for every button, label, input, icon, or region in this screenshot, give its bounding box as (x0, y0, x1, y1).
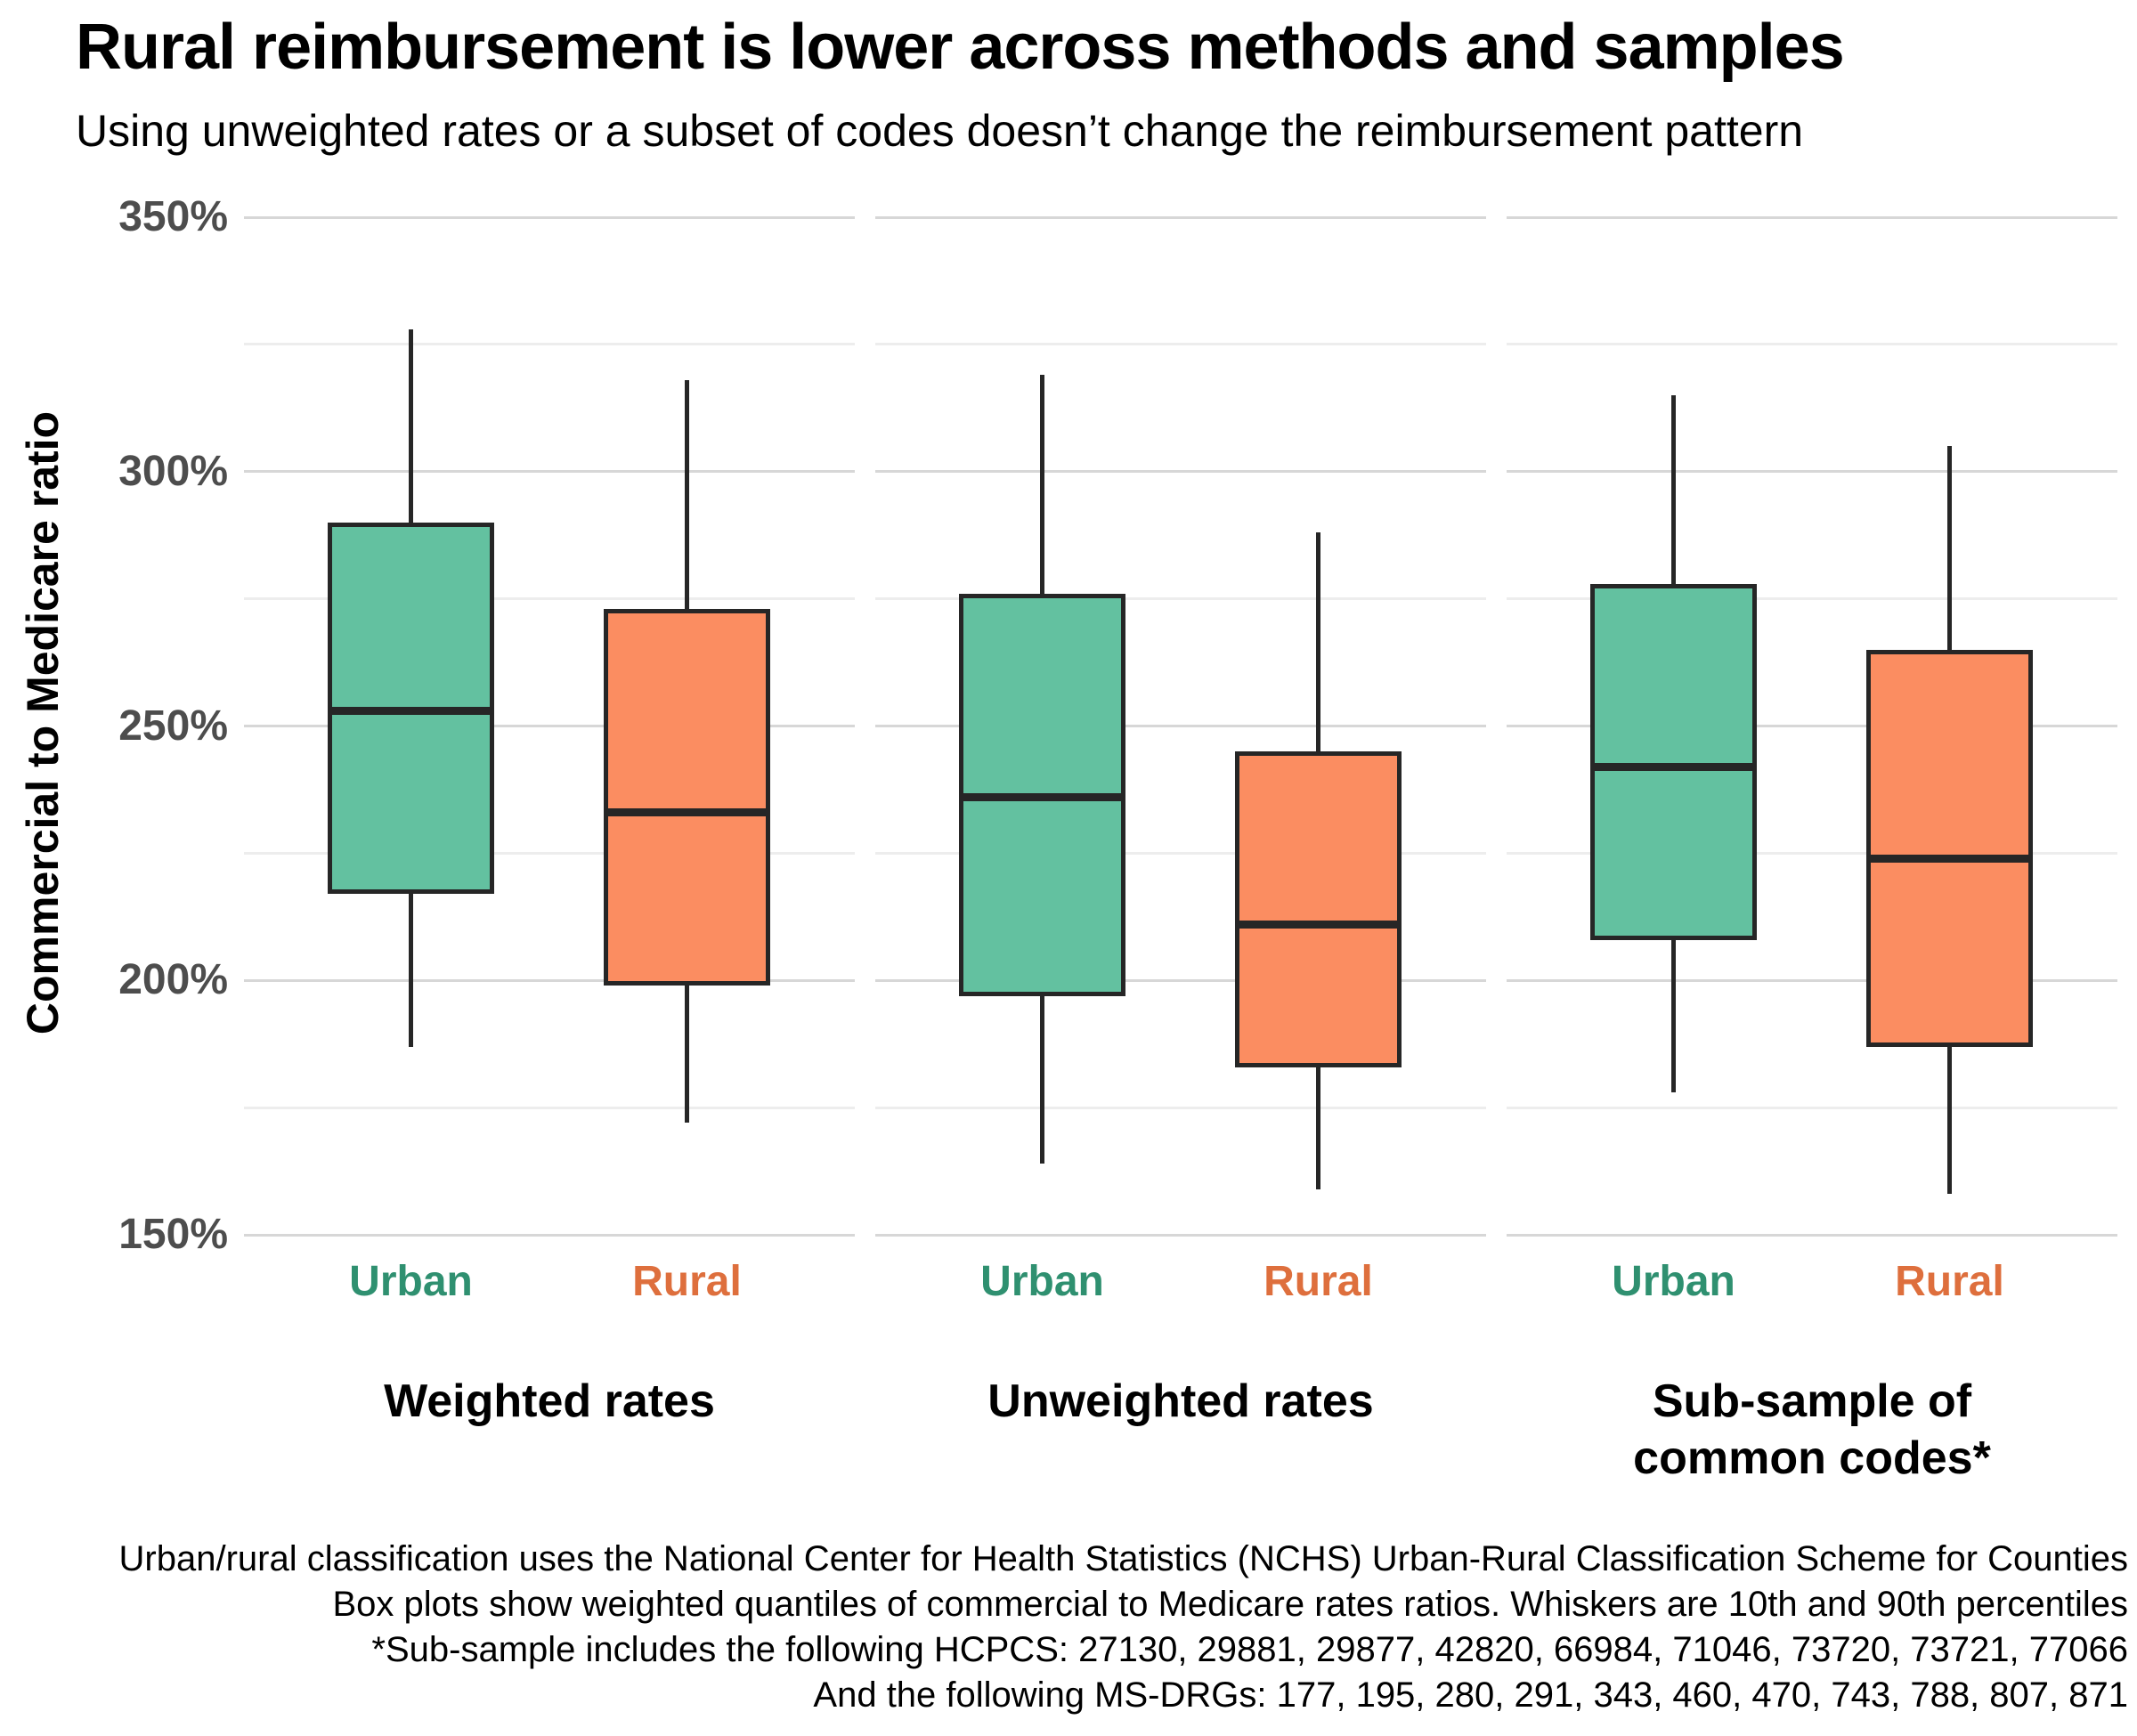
whisker-lower-unweighted-rural (1316, 1067, 1320, 1189)
whisker-upper-weighted-urban (409, 329, 413, 523)
gridline-minor-175 (244, 1106, 855, 1109)
category-label-sub-sample-rural: Rural (1895, 1258, 2004, 1305)
facet-label-1: Weighted rates (244, 1373, 855, 1430)
median-sub-sample-rural (1866, 854, 2033, 863)
footnote-line: And the following MS-DRGs: 177, 195, 280… (813, 1675, 2128, 1715)
whisker-lower-sub-sample-urban (1671, 939, 1676, 1093)
box-sub-sample-urban (1590, 583, 1757, 940)
y-tick-label-150: 150% (118, 1211, 228, 1259)
gridline-minor-325 (1507, 343, 2117, 346)
whisker-lower-weighted-rural (685, 986, 689, 1124)
facet-label-line: Sub-sample of (1652, 1375, 1972, 1427)
gridline-major-350 (1507, 215, 2117, 219)
gridline-major-300 (875, 470, 1486, 474)
median-unweighted-urban (959, 793, 1125, 802)
gridline-minor-225 (244, 852, 855, 855)
gridline-minor-325 (244, 343, 855, 346)
category-label-unweighted-urban: Urban (980, 1258, 1104, 1305)
facet-label-2: Unweighted rates (875, 1373, 1486, 1430)
category-label-weighted-urban: Urban (349, 1258, 473, 1305)
gridline-major-350 (244, 215, 855, 219)
whisker-lower-sub-sample-rural (1947, 1046, 1952, 1195)
category-label-sub-sample-urban: Urban (1612, 1258, 1735, 1305)
y-tick-label-300: 300% (118, 447, 228, 495)
gridline-major-250 (244, 725, 855, 728)
gridline-minor-325 (875, 343, 1486, 346)
gridline-minor-275 (244, 597, 855, 601)
gridline-minor-175 (1507, 1106, 2117, 1109)
gridline-minor-275 (1507, 597, 2117, 601)
chart-subtitle: Using unweighted rates or a subset of co… (76, 106, 1804, 156)
gridline-major-250 (875, 725, 1486, 728)
gridline-major-150 (875, 1233, 1486, 1237)
chart-title: Rural reimbursement is lower across meth… (76, 12, 1845, 83)
gridline-major-150 (244, 1233, 855, 1237)
gridline-minor-225 (1507, 852, 2117, 855)
box-weighted-rural (604, 609, 770, 986)
footnote-line: Urban/rural classification uses the Nati… (118, 1539, 2128, 1578)
y-tick-label-250: 250% (118, 702, 228, 750)
footnote-line: Box plots show weighted quantiles of com… (332, 1585, 2128, 1624)
median-weighted-rural (604, 808, 770, 817)
median-unweighted-rural (1235, 921, 1402, 929)
box-unweighted-rural (1235, 751, 1402, 1067)
facet-label-line: Unweighted rates (987, 1375, 1374, 1427)
gridline-major-200 (875, 978, 1486, 982)
whisker-upper-unweighted-urban (1040, 375, 1044, 594)
gridline-major-300 (244, 470, 855, 474)
gridline-major-200 (244, 978, 855, 982)
whisker-lower-unweighted-urban (1040, 995, 1044, 1164)
gridline-major-200 (1507, 978, 2117, 982)
gridline-minor-275 (875, 597, 1486, 601)
y-tick-label-200: 200% (118, 956, 228, 1004)
gridline-major-350 (875, 215, 1486, 219)
whisker-upper-weighted-rural (685, 379, 689, 610)
category-label-unweighted-rural: Rural (1264, 1258, 1373, 1305)
facet-label-line: common codes* (1633, 1432, 1991, 1484)
gridline-minor-225 (875, 852, 1486, 855)
facet-label-line: Weighted rates (384, 1375, 715, 1427)
box-sub-sample-rural (1866, 649, 2033, 1047)
median-weighted-urban (328, 706, 494, 715)
category-label-weighted-rural: Rural (632, 1258, 742, 1305)
y-tick-label-350: 350% (118, 193, 228, 240)
gridline-major-150 (1507, 1233, 2117, 1237)
whisker-upper-unweighted-rural (1316, 532, 1320, 752)
facet-label-3: Sub-sample of common codes* (1507, 1373, 2117, 1487)
whisker-lower-weighted-urban (409, 894, 413, 1047)
footnotes: Urban/rural classification uses the Nati… (119, 1537, 2128, 1718)
gridline-major-250 (1507, 725, 2117, 728)
median-sub-sample-urban (1590, 762, 1757, 771)
gridline-minor-175 (875, 1106, 1486, 1109)
gridline-major-300 (1507, 470, 2117, 474)
whisker-upper-sub-sample-urban (1671, 395, 1676, 584)
footnote-line: *Sub-sample includes the following HCPCS… (371, 1630, 2128, 1669)
whisker-upper-sub-sample-rural (1947, 446, 1952, 650)
